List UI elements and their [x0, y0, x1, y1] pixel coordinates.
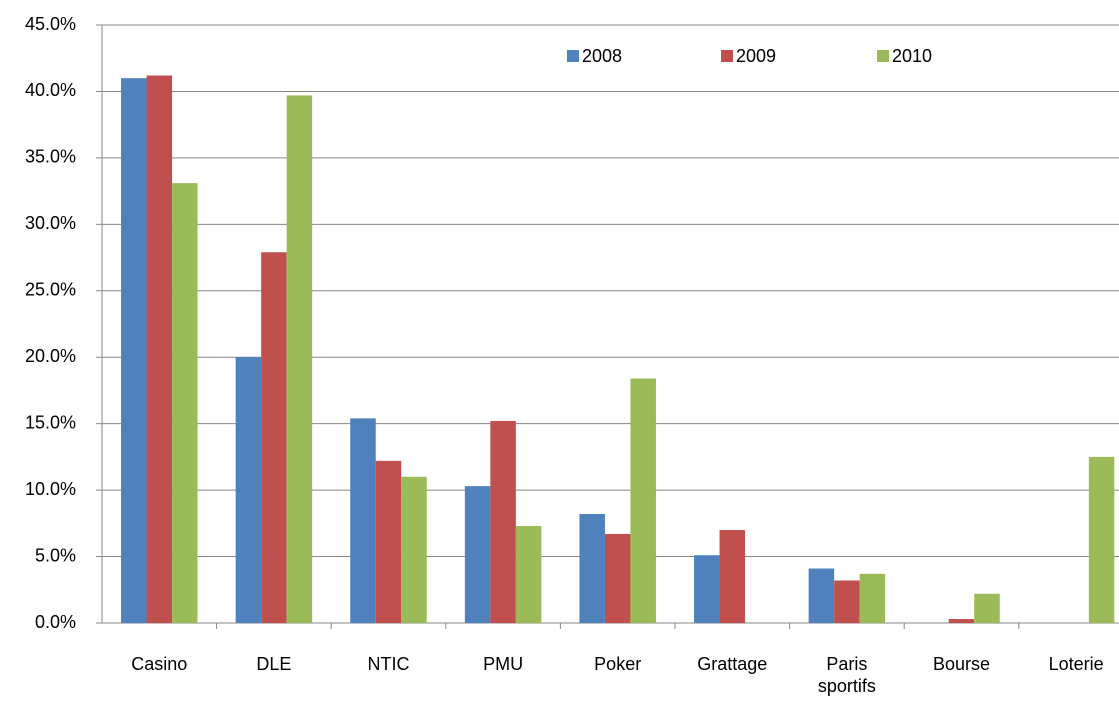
y-tick-label: 30.0% [25, 213, 76, 233]
bar [579, 514, 605, 623]
bar [286, 95, 313, 624]
bar [401, 476, 427, 623]
bar [719, 529, 746, 623]
legend-swatch [721, 50, 733, 62]
y-tick-label: 15.0% [25, 412, 76, 432]
bar [515, 525, 542, 623]
bar [375, 460, 402, 623]
y-tick-label: 25.0% [25, 280, 76, 300]
bar [859, 573, 886, 623]
y-tick-label: 10.0% [25, 479, 76, 499]
y-tick-label: 5.0% [35, 545, 76, 565]
bar [261, 252, 287, 624]
bar [350, 418, 376, 623]
y-tick-label: 20.0% [25, 346, 76, 366]
bar [146, 75, 173, 623]
bar [808, 568, 835, 623]
bar [948, 619, 975, 623]
bar [121, 78, 147, 623]
y-tick-label: 35.0% [25, 147, 76, 167]
y-tick-label: 0.0% [35, 612, 76, 632]
x-tick-label: Grattage [697, 654, 768, 674]
bar [974, 593, 1000, 623]
y-tick-label: 45.0% [25, 14, 76, 34]
x-tick-label: Bourse [932, 654, 991, 674]
bar [694, 555, 720, 623]
bar [490, 421, 516, 623]
bar [464, 486, 491, 623]
x-tick-label: NTIC [367, 654, 410, 674]
bar [235, 357, 262, 623]
bar [172, 183, 198, 624]
y-tick-label: 40.0% [25, 80, 76, 100]
x-tick-label: Casino [131, 654, 188, 674]
bar [1088, 456, 1115, 623]
x-tick-label: DLE [256, 654, 292, 674]
x-tick-label: PMU [483, 654, 524, 674]
x-tick-label: Paris sportifs [817, 654, 876, 696]
legend-label: 2010 [892, 46, 932, 66]
bar [604, 533, 631, 623]
legend-label: 2008 [582, 46, 622, 66]
x-tick-label: Loterie [1048, 654, 1104, 674]
bar [630, 378, 656, 623]
legend-swatch [567, 50, 579, 62]
legend-swatch [877, 50, 889, 62]
legend-label: 2009 [736, 46, 776, 66]
x-tick-label: Poker [594, 654, 642, 674]
bar [834, 580, 860, 623]
